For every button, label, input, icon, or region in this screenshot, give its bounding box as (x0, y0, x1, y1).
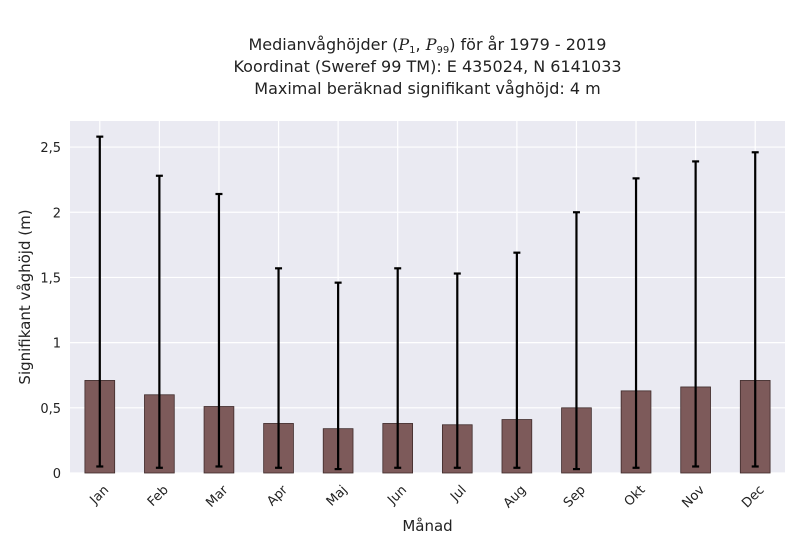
y-axis-label: Signifikant våghöjd (m) (16, 209, 34, 384)
p-symbol-1: P (398, 35, 410, 54)
x-axis-label: Månad (402, 517, 452, 535)
error-bars (96, 135, 759, 471)
y-tick-label: 1,5 (40, 271, 61, 286)
x-tick-label: Maj (324, 483, 351, 510)
title-line-1: Medianvåghöjder (P1, P99) för år 1979 - … (70, 34, 785, 56)
x-tick-label: Apr (264, 482, 291, 509)
title-separator: , (415, 35, 426, 54)
x-tick-label: Aug (501, 483, 530, 512)
x-tick-label: Jan (87, 483, 112, 508)
x-tick-label: Jun (384, 483, 410, 509)
p1-subscript: 1 (409, 45, 416, 56)
x-tick-label: Okt (622, 483, 649, 510)
y-tick-label: 2 (53, 206, 61, 221)
x-tick-label: Nov (679, 483, 708, 512)
plot-area (70, 121, 785, 473)
chart-title: Medianvåghöjder (P1, P99) för år 1979 - … (70, 34, 785, 100)
y-tick-label: 2,5 (40, 141, 61, 156)
x-tick-label: Mar (203, 482, 231, 510)
y-tick-label: 0 (53, 467, 61, 482)
title-line-2: Koordinat (Sweref 99 TM): E 435024, N 61… (233, 57, 622, 76)
title-line-1-suffix: ) för år 1979 - 2019 (449, 35, 607, 54)
title-line-3: Maximal beräknad signifikant våghöjd: 4 … (254, 79, 601, 98)
x-tick-label: Feb (145, 483, 172, 510)
title-line-1-prefix: Medianvåghöjder ( (248, 35, 399, 54)
p-symbol-2: P (425, 35, 437, 54)
y-tick-label: 0,5 (40, 402, 61, 417)
x-tick-label: Dec (739, 483, 767, 511)
p99-subscript: 99 (436, 45, 450, 56)
x-tick-label: Sep (561, 483, 589, 511)
y-tick-label: 1 (53, 337, 61, 352)
x-tick-label: Jul (447, 483, 469, 505)
